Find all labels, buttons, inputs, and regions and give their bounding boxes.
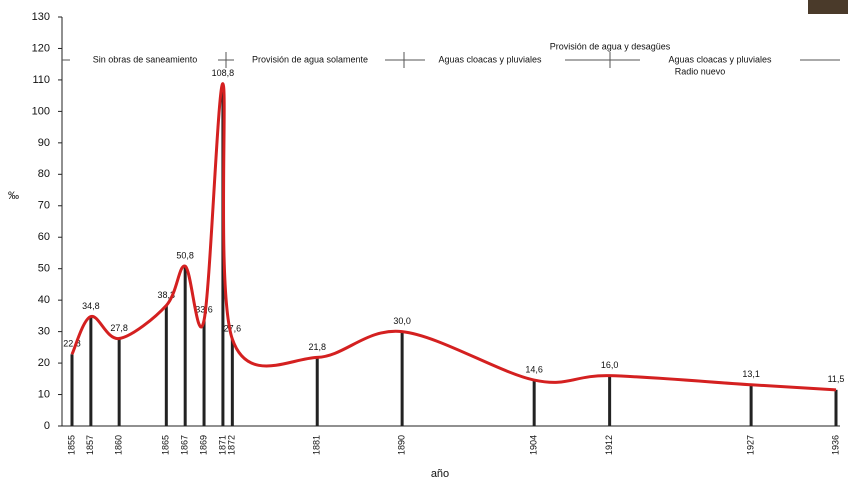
bar [164, 305, 168, 426]
x-tick-label: 1936 [830, 435, 840, 455]
bar [89, 316, 93, 426]
y-tick-label: 110 [32, 74, 50, 86]
y-tick-label: 50 [38, 263, 50, 275]
y-axis-label: ‰ [8, 190, 19, 202]
annotation: Sin obras de saneamiento [93, 54, 198, 64]
y-tick-label: 40 [38, 294, 50, 306]
x-tick-label: 1865 [161, 435, 171, 455]
x-tick-label: 1881 [312, 435, 322, 455]
annotation: Provisión de agua solamente [252, 54, 368, 64]
value-label: 22,8 [63, 339, 81, 349]
bar [70, 354, 74, 426]
bar [230, 339, 234, 426]
bar [608, 375, 612, 426]
bar [400, 331, 404, 426]
value-label: 16,0 [601, 360, 619, 370]
x-tick-label: 1890 [396, 435, 406, 455]
y-tick-label: 130 [32, 11, 50, 23]
value-label: 27,8 [110, 323, 128, 333]
x-tick-label: 1867 [180, 435, 190, 455]
x-tick-label: 1912 [604, 435, 614, 455]
bar [202, 320, 206, 426]
bar [749, 384, 753, 426]
x-tick-label: 1927 [745, 435, 755, 455]
y-tick-label: 70 [38, 200, 50, 212]
bar [532, 380, 536, 426]
bar [183, 266, 187, 426]
value-label: 14,6 [525, 364, 543, 374]
value-label: 21,8 [308, 342, 326, 352]
x-axis-label: año [431, 468, 449, 480]
annotation: Aguas cloacas y pluviales [438, 54, 542, 64]
line [70, 82, 837, 392]
value-label: 38,3 [158, 290, 176, 300]
bar [117, 338, 121, 426]
y-tick-label: 80 [38, 168, 50, 180]
y-tick-label: 10 [38, 388, 50, 400]
y-tick-label: 120 [32, 42, 50, 54]
x-tick-label: 1904 [529, 435, 539, 455]
annotation: Radio nuevo [675, 66, 726, 76]
x-tick-label: 1871 [217, 435, 227, 455]
corner-image [808, 0, 848, 14]
bar [834, 389, 838, 426]
value-label: 50,8 [176, 251, 194, 261]
y-tick-label: 60 [38, 231, 50, 243]
y-tick-label: 20 [38, 357, 50, 369]
x-tick-label: 1869 [198, 435, 208, 455]
x-tick-label: 1860 [114, 435, 124, 455]
bar [315, 357, 319, 426]
value-label: 108,8 [212, 68, 235, 78]
phase-lines [62, 52, 840, 68]
annotation: Provisión de agua y desagües [550, 41, 671, 51]
x-tick-label: 1857 [85, 435, 95, 455]
x-tick-label: 1872 [227, 435, 237, 455]
y-tick-label: 30 [38, 326, 50, 338]
value-label: 11,5 [828, 374, 845, 384]
value-label: 30,0 [393, 316, 411, 326]
annotation: Aguas cloacas y pluviales [668, 54, 772, 64]
y-tick-label: 100 [32, 105, 50, 117]
y-tick-label: 0 [44, 420, 50, 432]
y-tick-label: 90 [38, 137, 50, 149]
x-tick-label: 1855 [66, 435, 76, 455]
value-label: 34,8 [82, 301, 100, 311]
value-label: 27,6 [224, 324, 242, 334]
value-label: 13,1 [742, 369, 760, 379]
